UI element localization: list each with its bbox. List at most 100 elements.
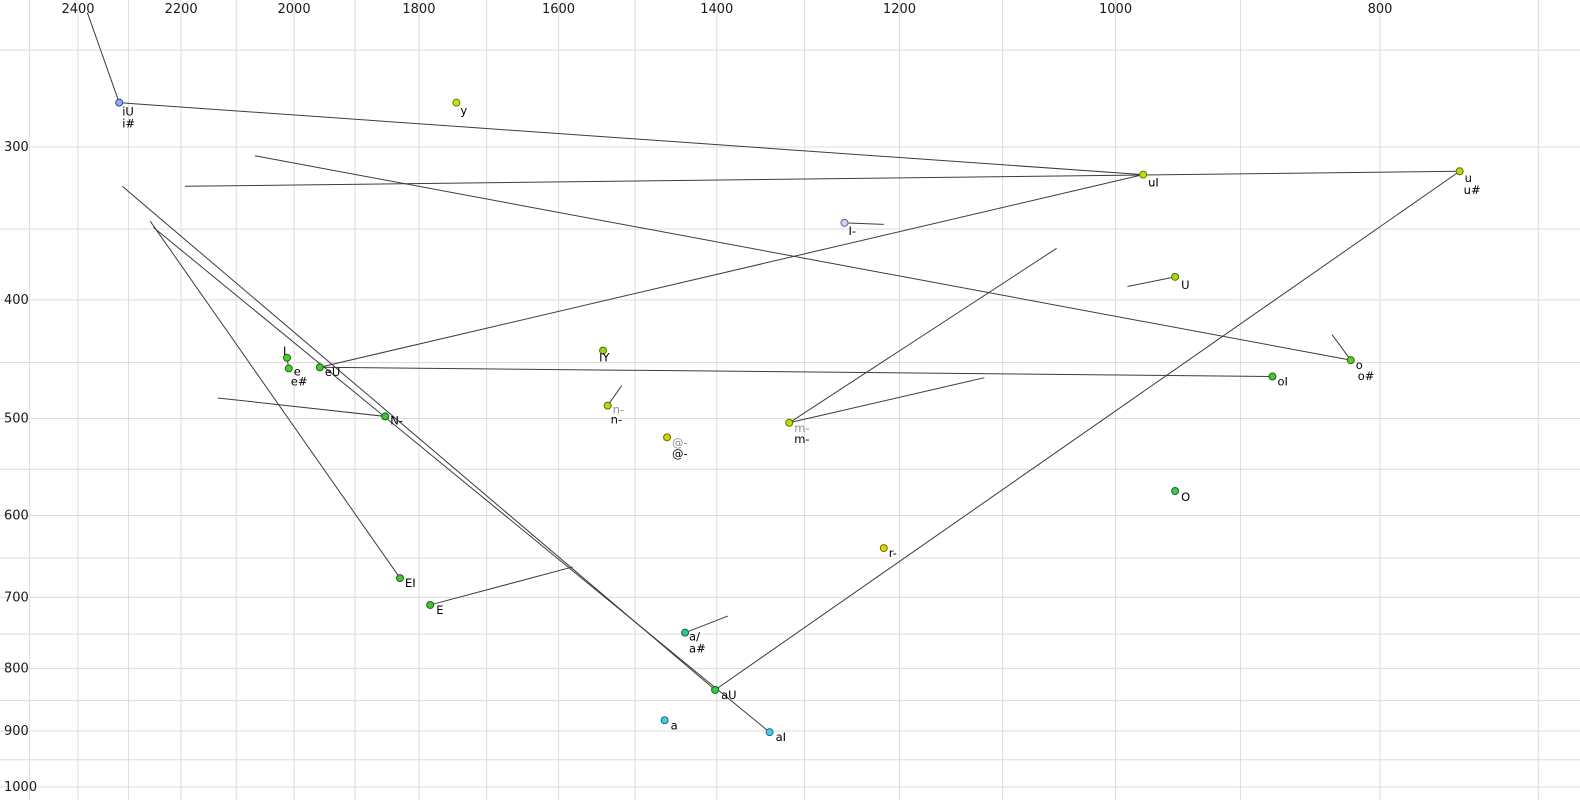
point-label-m-: m- — [794, 432, 809, 446]
point-U — [1171, 272, 1180, 281]
point-label-iU: iU — [122, 105, 134, 119]
x-tick-label: 1600 — [542, 2, 575, 17]
point-label-a/: a/ — [689, 630, 700, 644]
point-aU — [711, 685, 720, 694]
trajectory-line — [153, 227, 770, 733]
point-aI — [765, 728, 774, 737]
x-tick-label: 1800 — [402, 2, 435, 17]
x-tick-label: 1000 — [1099, 2, 1132, 17]
x-tick-label: 2000 — [278, 2, 311, 17]
y-tick-label: 900 — [4, 724, 29, 739]
x-tick-label: 1200 — [883, 2, 916, 17]
point-label-a: a — [671, 718, 678, 732]
point-label-U: U — [1181, 278, 1189, 292]
trajectory-line — [714, 170, 1460, 691]
point-label-m-: m- — [794, 421, 809, 435]
point-o — [1346, 356, 1355, 365]
point-m- — [785, 418, 794, 427]
x-tick-label: 800 — [1368, 2, 1393, 17]
point-label-e: e — [294, 364, 301, 378]
point-label-o: o — [1356, 358, 1363, 372]
point-label-iU: i# — [122, 117, 135, 131]
trajectory-line — [319, 174, 1144, 368]
y-axis-ticks: 300 400 500 600 700 800 900 1000 — [4, 140, 37, 795]
point-label-@-: @- — [672, 446, 688, 460]
y-tick-label: 800 — [4, 661, 29, 676]
point-label-n-: n- — [613, 403, 624, 417]
x-tick-label: 1400 — [700, 2, 733, 17]
point-label-EI: EI — [405, 576, 416, 590]
trajectory-lines — [86, 12, 1460, 733]
point-label-oI: oI — [1277, 375, 1287, 389]
trajectory-line — [184, 170, 1460, 187]
point-label-a/: a# — [689, 642, 706, 656]
point-E — [426, 600, 435, 609]
point-label-o: o# — [1358, 369, 1375, 383]
trajectory-line — [86, 12, 120, 103]
point-label-@-: @- — [672, 435, 688, 449]
trajectory-line — [1127, 276, 1176, 287]
y-tick-label: 600 — [4, 508, 29, 523]
point-EI — [396, 574, 405, 583]
trajectory-line — [788, 247, 1057, 424]
point-r- — [879, 544, 888, 553]
point-label-u: u# — [1464, 183, 1481, 197]
point-label-n-: n- — [611, 413, 622, 427]
point-N- — [381, 412, 390, 421]
data-points — [115, 98, 1464, 737]
point-e — [284, 364, 293, 373]
point-label-N-: N- — [390, 413, 403, 427]
point-label-e: e# — [291, 374, 308, 388]
point-IY — [599, 346, 608, 355]
point-label-aU: aU — [721, 688, 736, 702]
y-tick-label: 700 — [4, 590, 29, 605]
point-oI — [1268, 372, 1277, 381]
point-label-E: E — [436, 603, 443, 617]
trajectory-line — [607, 385, 623, 406]
trajectory-line — [254, 155, 1351, 361]
point-label-y: y — [460, 104, 467, 118]
y-tick-label: 500 — [4, 412, 29, 427]
point-label-aI: aI — [776, 730, 786, 744]
y-tick-label: 400 — [4, 293, 29, 308]
point-I — [282, 353, 291, 362]
x-tick-label: 2200 — [165, 2, 198, 17]
trajectory-line — [430, 566, 573, 606]
point-a/ — [681, 628, 690, 637]
x-axis-ticks: 2400 2200 2000 1800 1600 1400 1200 1000 800 — [61, 2, 1392, 17]
point-I- — [840, 218, 849, 227]
trajectory-line — [319, 366, 1273, 378]
point-label-u: u — [1465, 171, 1472, 185]
point-iU — [115, 98, 124, 107]
point-label-uI: uI — [1148, 176, 1159, 190]
y-tick-label: 1000 — [4, 780, 37, 795]
trajectory-line — [121, 185, 716, 691]
point-eU — [315, 363, 324, 372]
trajectory-line — [149, 221, 401, 579]
point-a — [660, 716, 669, 725]
point-label-IY: IY — [599, 351, 610, 365]
point-label-r-: r- — [889, 546, 897, 560]
trajectory-line — [789, 377, 985, 424]
point-@- — [663, 433, 672, 442]
x-tick-label: 2400 — [61, 2, 94, 17]
trajectory-line — [684, 615, 729, 634]
point-label-O: O — [1181, 490, 1190, 504]
y-tick-label: 300 — [4, 140, 29, 155]
trajectory-line — [1331, 334, 1352, 361]
trajectory-line — [844, 222, 884, 225]
point-label-eU: eU — [325, 365, 341, 379]
point-O — [1171, 486, 1180, 495]
point-labels: iUi# y uI uu# I- U Iee# eU IY n-n- @-@- m-m-oI oo# O N… — [122, 104, 1480, 745]
point-label-I: I — [283, 344, 286, 358]
point-u — [1455, 167, 1464, 176]
point-y — [452, 98, 461, 107]
trajectory-line — [217, 397, 386, 417]
trajectory-line — [119, 102, 1144, 176]
point-label-I-: I- — [848, 224, 856, 238]
point-n- — [603, 401, 612, 410]
point-uI — [1139, 170, 1148, 179]
